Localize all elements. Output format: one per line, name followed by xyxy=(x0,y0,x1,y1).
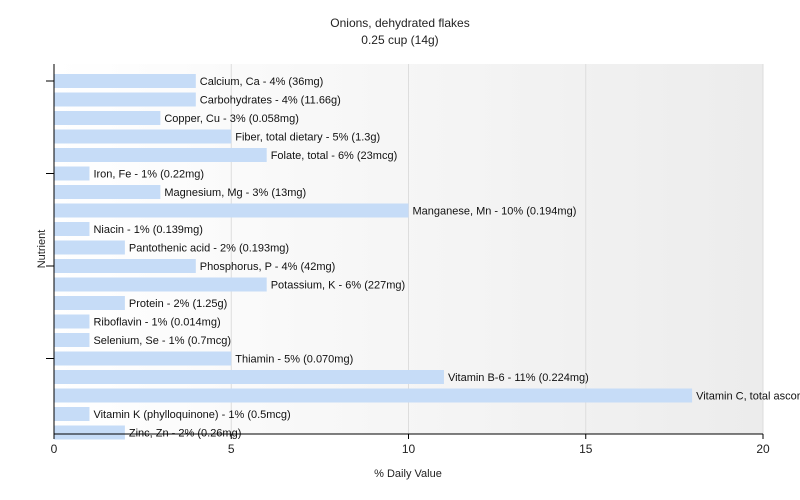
bar xyxy=(54,407,90,421)
bar xyxy=(54,185,161,199)
y-axis-label: Nutrient xyxy=(36,230,48,269)
bar xyxy=(54,166,90,181)
bar-label: Niacin - 1% (0.139mg) xyxy=(93,224,202,236)
bars xyxy=(54,74,693,440)
bar xyxy=(54,259,196,273)
bar-label: Iron, Fe - 1% (0.22mg) xyxy=(93,169,204,181)
bar-label: Magnesium, Mg - 3% (13mg) xyxy=(164,187,306,199)
bar xyxy=(54,222,90,236)
bar xyxy=(54,129,232,144)
bar xyxy=(54,148,267,162)
bar xyxy=(54,314,90,329)
chart-subtitle: 0.25 cup (14g) xyxy=(361,33,438,47)
bar xyxy=(54,92,196,107)
x-axis-label: % Daily Value xyxy=(374,468,442,480)
bar xyxy=(54,277,267,292)
bar-label: Selenium, Se - 1% (0.7mcg) xyxy=(93,335,231,347)
bar xyxy=(54,296,125,310)
bar-labels: Calcium, Ca - 4% (36mg) Carbohydrates - 4… xyxy=(93,76,800,440)
bar xyxy=(54,111,161,125)
axes: 0 5 10 15 20 xyxy=(46,64,770,456)
x-tick-label: 15 xyxy=(579,442,593,456)
bar-label: Vitamin B-6 - 11% (0.224mg) xyxy=(448,372,589,384)
bar xyxy=(54,333,90,347)
bar xyxy=(54,74,196,88)
bar-label: Potassium, K - 6% (227mg) xyxy=(271,280,406,292)
x-tick-label: 20 xyxy=(756,442,770,456)
bar-label: Protein - 2% (1.25g) xyxy=(129,298,227,310)
bar-label: Folate, total - 6% (23mcg) xyxy=(271,150,398,162)
bar-label: Phosphorus, P - 4% (42mg) xyxy=(200,261,336,273)
bar xyxy=(54,240,125,255)
bar-label: Riboflavin - 1% (0.014mg) xyxy=(93,317,220,329)
x-tick-label: 5 xyxy=(228,442,235,456)
bar-label: Fiber, total dietary - 5% (1.3g) xyxy=(235,132,380,144)
bar xyxy=(54,425,125,440)
bar-label: Manganese, Mn - 10% (0.194mg) xyxy=(413,206,577,218)
chart-title: Onions, dehydrated flakes xyxy=(330,16,469,30)
bar-label: Copper, Cu - 3% (0.058mg) xyxy=(164,113,299,125)
bar-label: Vitamin C, total ascorbic acid - 18% (10… xyxy=(696,391,800,403)
bar-label: Carbohydrates - 4% (11.66g) xyxy=(200,95,341,107)
bar-label: Pantothenic acid - 2% (0.193mg) xyxy=(129,243,289,255)
bar-label: Thiamin - 5% (0.070mg) xyxy=(235,354,353,366)
x-tick-label: 10 xyxy=(402,442,416,456)
bar xyxy=(54,203,409,218)
bar xyxy=(54,370,444,384)
bar xyxy=(54,351,232,366)
bar xyxy=(54,388,693,403)
x-tick-label: 0 xyxy=(51,442,58,456)
bar-label: Calcium, Ca - 4% (36mg) xyxy=(200,76,323,88)
bar-label: Vitamin K (phylloquinone) - 1% (0.5mcg) xyxy=(93,409,290,421)
